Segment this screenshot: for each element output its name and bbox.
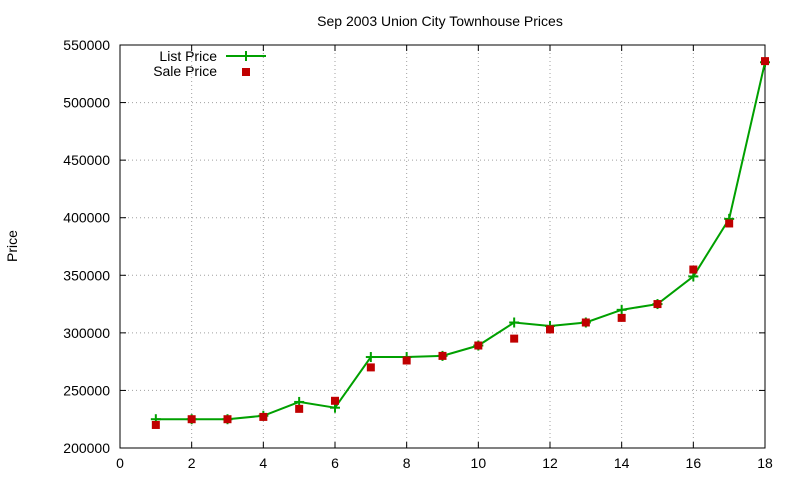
x-tick-label: 8	[403, 455, 411, 471]
y-tick-label: 200000	[63, 440, 110, 456]
y-tick-label: 550000	[63, 37, 110, 53]
legend-marker-sale-price	[242, 68, 250, 76]
point-sale-price	[474, 341, 483, 350]
point-sale-price	[259, 412, 268, 421]
x-tick-label: 18	[757, 455, 773, 471]
tick-layer	[119, 44, 766, 449]
y-tick-label: 500000	[63, 95, 110, 111]
point-sale-price	[223, 415, 232, 424]
series-layer	[150, 57, 770, 429]
x-tick-label: 0	[116, 455, 124, 471]
point-sale-price	[581, 318, 590, 327]
point-sale-price	[366, 363, 375, 372]
legend: List Price Sale Price	[153, 48, 266, 79]
legend-marker-list-price	[241, 51, 251, 61]
legend-label-sale-price: Sale Price	[153, 63, 217, 79]
y-tick-label: 250000	[63, 382, 110, 398]
point-sale-price	[510, 334, 519, 343]
y-tick-label: 350000	[63, 267, 110, 283]
x-tick-label: 16	[686, 455, 702, 471]
y-tick-label: 450000	[63, 152, 110, 168]
point-sale-price	[689, 265, 698, 274]
chart-title: Sep 2003 Union City Townhouse Prices	[317, 13, 563, 29]
tick-labels: 0 2 4 6 8 10 12 14 16 18 200000 250000 300000 350000 4…	[63, 37, 773, 471]
x-tick-label: 6	[331, 455, 339, 471]
point-sale-price	[617, 313, 626, 322]
point-sale-price	[725, 219, 734, 228]
y-axis-label: Price	[4, 230, 20, 262]
point-list-price	[365, 352, 376, 363]
point-sale-price	[187, 415, 196, 424]
legend-label-list-price: List Price	[159, 48, 217, 64]
x-tick-label: 4	[259, 455, 267, 471]
y-tick-label: 300000	[63, 325, 110, 341]
point-sale-price	[761, 57, 769, 66]
x-tick-label: 2	[188, 455, 196, 471]
x-tick-label: 10	[471, 455, 487, 471]
point-list-price	[509, 317, 520, 328]
point-sale-price	[438, 351, 447, 360]
point-sale-price	[402, 356, 411, 365]
x-tick-label: 14	[614, 455, 630, 471]
plot-frame	[119, 44, 766, 449]
point-sale-price	[295, 404, 304, 413]
x-tick-label: 12	[542, 455, 558, 471]
point-sale-price	[331, 396, 339, 405]
point-list-price	[616, 304, 627, 315]
series-line-list-price	[155, 62, 766, 421]
y-tick-label: 400000	[63, 210, 110, 226]
point-sale-price	[546, 325, 554, 334]
grid-layer	[120, 45, 765, 448]
point-sale-price	[653, 300, 662, 309]
point-sale-price	[151, 420, 160, 429]
